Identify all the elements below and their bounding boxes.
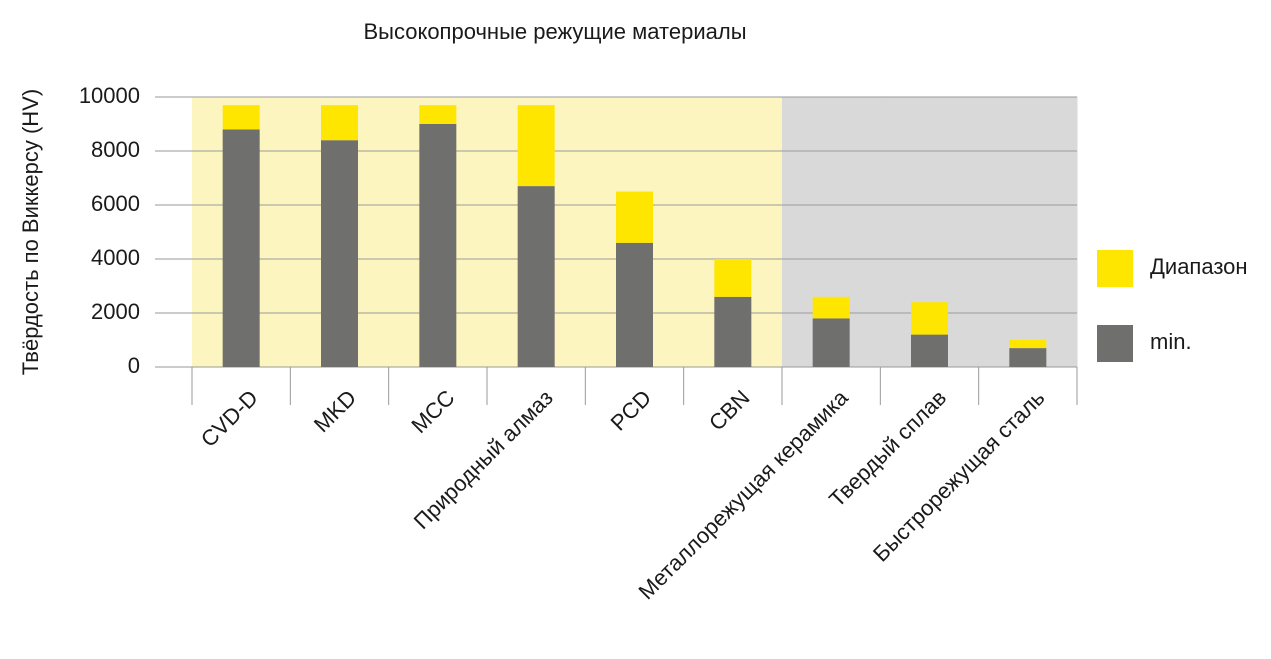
legend-swatch [1097, 325, 1133, 362]
bar-segment [321, 140, 358, 367]
bar-segment [616, 191, 653, 243]
bar-segment [616, 242, 653, 367]
chart-title: Высокопрочные режущие материалы [363, 19, 746, 44]
x-tick-label: CBN [704, 385, 755, 436]
legend-swatch [1097, 250, 1133, 287]
bar-segment [517, 186, 555, 367]
y-tick-label: 0 [128, 353, 140, 378]
plot-background [978, 97, 1078, 367]
y-axis-label: Твёрдость по Виккерсу (HV) [18, 89, 43, 375]
x-tick-label: Металлорежущая керамика [633, 384, 853, 604]
x-tick-label: MCC [406, 385, 459, 438]
x-tick-label: CVD-D [196, 385, 263, 452]
bar-segment [419, 105, 457, 124]
y-tick-label: 2000 [91, 299, 140, 324]
bar-segment [1009, 340, 1047, 349]
bar-segment [714, 296, 752, 367]
bar-segment [911, 334, 948, 367]
y-tick-label: 10000 [79, 83, 140, 108]
bar-segment [517, 105, 555, 187]
y-tick-label: 4000 [91, 245, 140, 270]
x-tick-label: Быстрорежущая сталь [868, 385, 1050, 567]
bar-segment [321, 105, 358, 141]
x-tick-label: MKD [309, 385, 361, 437]
bar-segment [222, 105, 260, 130]
bar-segment [1009, 348, 1047, 367]
legend-label: Диапазон [1150, 254, 1248, 279]
bar-segment [911, 302, 948, 335]
bar-segment [812, 296, 850, 319]
bar-segment [812, 318, 850, 367]
legend-label: min. [1150, 329, 1192, 354]
y-tick-label: 8000 [91, 137, 140, 162]
y-tick-label: 6000 [91, 191, 140, 216]
bar-segment [222, 129, 260, 367]
bar-segment [419, 124, 457, 367]
bar-segment [714, 259, 752, 297]
x-tick-label: PCD [606, 385, 657, 436]
